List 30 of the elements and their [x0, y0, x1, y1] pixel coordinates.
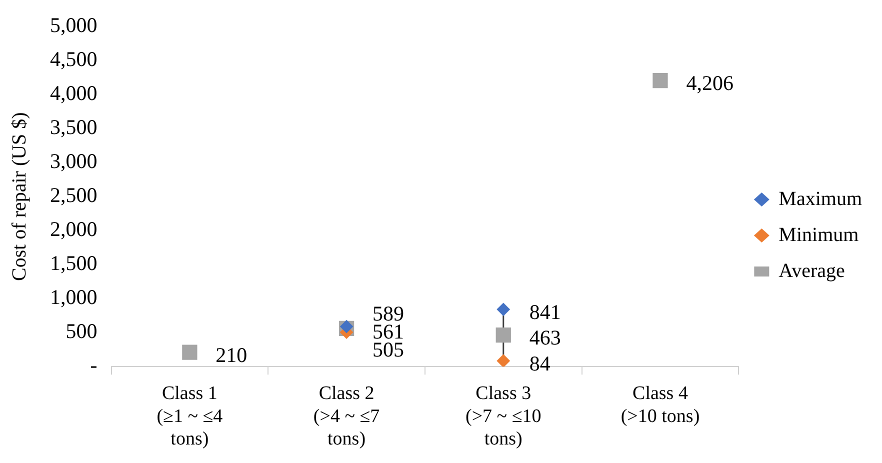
point	[496, 328, 511, 343]
point	[340, 320, 354, 334]
y-tick-label: 5,000	[50, 13, 98, 38]
y-tick-label: 2,500	[50, 183, 98, 208]
x-tick-label: Class 1 (≥1 ~ ≤4 tons)	[156, 382, 224, 450]
x-tick-label: Class 2 (>4 ~ ≤7 tons)	[313, 382, 380, 450]
x-tick-label: Class 3 (>7 ~ ≤10 tons)	[466, 382, 542, 450]
legend-label: Minimum	[778, 224, 860, 246]
point	[496, 302, 510, 316]
y-tick-label: 3,500	[50, 115, 98, 140]
data-label: 84	[529, 351, 551, 376]
legend-label: Average	[778, 260, 846, 282]
legend-label: Maximum	[778, 188, 862, 210]
data-label: 841	[529, 300, 561, 324]
y-tick-label: 4,000	[50, 81, 98, 106]
y-tick-label: 1,000	[50, 285, 98, 310]
x-tick-label: Class 4 (>10 tons)	[620, 382, 700, 427]
point	[182, 344, 198, 360]
point	[496, 354, 510, 367]
y-tick-label: 4,500	[50, 47, 98, 72]
point	[652, 73, 668, 88]
data-label: 4,206	[686, 71, 734, 96]
y-tick-label: 3,000	[50, 149, 98, 174]
data-label: 210	[216, 342, 248, 367]
data-label: 463	[529, 326, 561, 350]
y-tick-label: 500	[66, 319, 98, 344]
y-tick-label: 1,500	[50, 251, 98, 276]
y-tick-label: 2,000	[50, 217, 98, 242]
y-axis-title: Cost of repair (US $)	[8, 112, 30, 282]
y-tick-label: -	[90, 353, 98, 378]
